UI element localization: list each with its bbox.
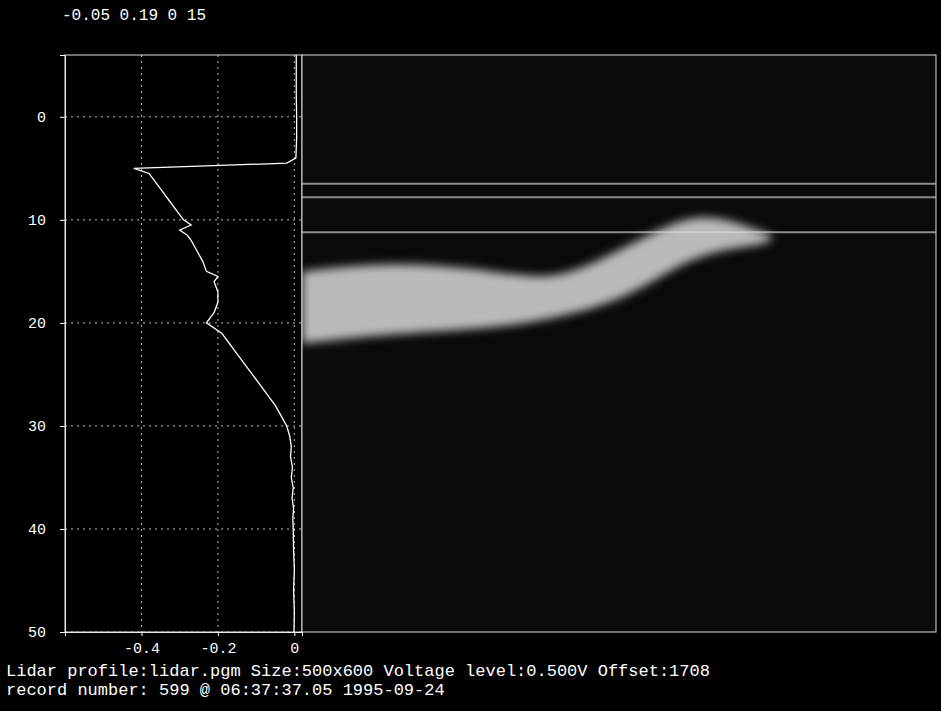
footer-line: record number: 599 @ 06:37:37.05 1995-09… <box>6 681 445 700</box>
tick-mark <box>60 220 65 221</box>
image-frame <box>302 55 936 632</box>
grid-line-x <box>217 55 218 632</box>
tick-mark <box>218 632 219 636</box>
tick: 50 <box>28 625 65 642</box>
grid-line-y <box>65 528 302 529</box>
tick-label: 40 <box>28 522 46 539</box>
tick-label: -0.2 <box>200 641 236 658</box>
tick-label: 0 <box>37 110 46 127</box>
tick: -0.4 <box>124 632 160 658</box>
tick-label: -0.4 <box>124 641 160 658</box>
y-axis: 0 10 20 30 40 50 <box>28 56 66 643</box>
grid-line-y <box>65 322 302 323</box>
grid-line-y <box>65 116 302 117</box>
x-axis: -0.4 -0.2 0 <box>66 632 303 658</box>
reference-line <box>302 183 936 185</box>
image-ground <box>302 55 936 632</box>
footer-line: Lidar profile:lidar.pgm Size:500x600 Vol… <box>6 662 710 681</box>
tick: 40 <box>28 522 65 539</box>
profile-plot <box>134 55 297 632</box>
header: -0.05 0.19 0 15 <box>62 7 206 25</box>
tick: 20 <box>28 316 65 333</box>
tick-mark <box>60 426 65 427</box>
tick: 0 <box>37 110 65 127</box>
background <box>0 0 941 711</box>
reference-line <box>302 231 936 233</box>
tick-label: 20 <box>28 316 46 333</box>
reference-line <box>302 196 936 198</box>
plume <box>302 218 771 344</box>
profile-line <box>134 55 297 632</box>
tick-mark <box>60 117 65 118</box>
tick-label: 30 <box>28 419 46 436</box>
tick: 0 <box>290 632 299 658</box>
grid-line-y <box>65 425 302 426</box>
tick-label: 0 <box>290 641 299 658</box>
tick: 10 <box>28 213 65 230</box>
tick-label: 50 <box>28 625 46 642</box>
tick-mark <box>294 632 295 636</box>
tick-mark <box>141 632 142 636</box>
tick: -0.2 <box>200 632 236 658</box>
profile-frame <box>65 55 302 632</box>
tick-label: 10 <box>28 213 46 230</box>
tick-mark <box>60 529 65 530</box>
lidar-screen: 0 10 20 30 40 50 -0.4 -0.2 0 -0.05 0.19 0 15 Lidar… <box>0 0 941 711</box>
tick: 30 <box>28 419 65 436</box>
lidar-image <box>302 55 936 632</box>
tick-mark <box>60 632 65 633</box>
grid-line-x <box>141 55 142 632</box>
axis-line <box>66 633 303 637</box>
tick-mark <box>60 323 65 324</box>
grid <box>65 55 302 632</box>
